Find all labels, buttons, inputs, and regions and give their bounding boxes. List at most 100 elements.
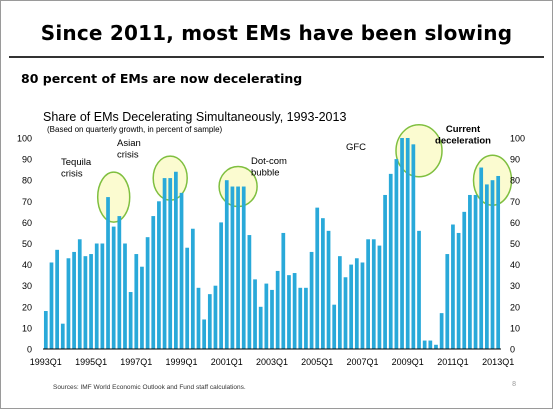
y-tick-left: 30 (22, 281, 32, 291)
bar-1999Q4 (196, 287, 201, 349)
bar-2008Q3 (394, 159, 399, 349)
x-tick-label: 2001Q1 (211, 357, 243, 367)
bar-2005Q3 (326, 230, 331, 349)
annotation-label-4: Current deceleration (435, 124, 491, 147)
x-tick-label: 1999Q1 (165, 357, 197, 367)
bar-2012Q2 (479, 167, 484, 349)
chart-subtitle: (Based on quarterly growth, in percent o… (47, 125, 223, 134)
bar-2010Q1 (428, 340, 433, 349)
y-tick-right: 90 (510, 155, 520, 165)
bar-2007Q3 (371, 239, 376, 349)
bar-1995Q1 (89, 254, 93, 349)
bar-1994Q4 (83, 256, 88, 349)
bar-2004Q3 (304, 287, 308, 349)
bar-2005Q4 (332, 304, 337, 349)
bar-1999Q3 (190, 228, 195, 349)
y-tick-right: 70 (510, 197, 520, 207)
bar-2012Q1 (473, 194, 478, 349)
bar-1994Q2 (72, 251, 76, 349)
bar-2011Q4 (468, 194, 472, 349)
bar-2009Q4 (422, 340, 427, 349)
bar-1993Q4 (60, 323, 65, 349)
y-tick-right: 30 (510, 281, 520, 291)
bar-2008Q2 (388, 173, 393, 349)
y-tick-right: 80 (510, 176, 520, 186)
y-tick-left: 10 (22, 323, 32, 333)
annotation-label-2: Dot-com bubble (251, 156, 287, 179)
bar-2005Q1 (315, 207, 320, 349)
bar-2001Q3 (236, 186, 240, 349)
bar-2008Q4 (400, 138, 404, 349)
bar-2009Q2 (411, 144, 416, 349)
bar-2008Q1 (383, 194, 387, 349)
bar-2003Q3 (281, 232, 286, 349)
bars (43, 138, 501, 349)
y-tick-left: 100 (17, 134, 32, 144)
bar-2001Q4 (241, 186, 246, 349)
bar-2012Q3 (485, 184, 489, 349)
bar-1993Q3 (55, 249, 59, 349)
y-tick-right: 20 (510, 302, 520, 312)
bar-2000Q4 (219, 222, 223, 349)
bar-1993Q1 (43, 311, 48, 349)
bar-2010Q4 (445, 254, 450, 349)
bar-2010Q2 (434, 344, 438, 349)
y-tick-left: 80 (22, 176, 32, 186)
bar-1995Q4 (106, 197, 110, 349)
y-tick-left: 0 (27, 345, 32, 355)
x-tick-label: 2005Q1 (301, 357, 333, 367)
y-tick-left: 20 (22, 302, 32, 312)
bar-1998Q3 (168, 178, 173, 349)
bar-2010Q3 (439, 313, 444, 349)
y-tick-left: 60 (22, 218, 32, 228)
chart-source: Sources: IMF World Economic Outlook and … (53, 384, 246, 391)
x-tick-label: 2007Q1 (346, 357, 378, 367)
bar-1998Q4 (174, 171, 178, 349)
y-tick-right: 0 (510, 345, 515, 355)
bar-2011Q1 (451, 224, 455, 349)
bar-2011Q2 (456, 232, 461, 349)
bar-1998Q1 (157, 201, 161, 349)
bar-2007Q4 (377, 245, 382, 349)
bar-1997Q3 (145, 237, 150, 349)
bar-2004Q2 (298, 287, 303, 349)
annotation-label-3: GFC (346, 142, 366, 153)
bar-2004Q4 (309, 251, 314, 349)
bar-2005Q2 (321, 218, 325, 349)
annotation-label-0: Tequila crisis (61, 157, 92, 180)
bar-1996Q4 (128, 292, 133, 349)
bar-1996Q1 (111, 226, 116, 349)
y-tick-left: 90 (22, 155, 32, 165)
bar-2006Q3 (349, 264, 354, 349)
x-tick-label: 1997Q1 (120, 357, 152, 367)
axes: 0 0 10 10 20 20 30 30 40 40 50 50 60 60 70 70 80 80 90 90 10… (17, 134, 525, 368)
bar-2002Q3 (258, 306, 263, 349)
x-tick-label: 2011Q1 (437, 357, 468, 367)
y-tick-left: 70 (22, 197, 32, 207)
bar-1996Q3 (123, 243, 127, 349)
y-tick-right: 50 (510, 239, 520, 249)
bar-2003Q2 (275, 270, 280, 349)
y-tick-left: 40 (22, 260, 32, 270)
bar-1993Q2 (49, 262, 54, 349)
slide-title: Since 2011, most EMs have been slowing (40, 21, 513, 45)
bar-2011Q3 (462, 211, 467, 349)
bar-2009Q1 (405, 138, 410, 349)
x-tick-label: 2013Q1 (482, 357, 514, 367)
bar-2012Q4 (490, 180, 495, 349)
annotation-labels: Tequila crisis Asian crisis Dot-com bubble GFC… (61, 124, 491, 180)
bar-2006Q1 (337, 256, 342, 349)
bar-2007Q1 (360, 262, 365, 349)
x-tick-label: 1993Q1 (30, 357, 62, 367)
bar-1996Q2 (117, 216, 122, 349)
bar-1999Q1 (179, 192, 184, 349)
bar-2000Q3 (213, 285, 218, 349)
y-tick-right: 60 (510, 218, 520, 228)
bar-2002Q2 (253, 279, 257, 349)
bar-2001Q1 (224, 180, 229, 349)
bar-1994Q1 (66, 258, 71, 349)
slide-number: 8 (512, 381, 516, 388)
y-tick-right: 100 (510, 134, 525, 144)
